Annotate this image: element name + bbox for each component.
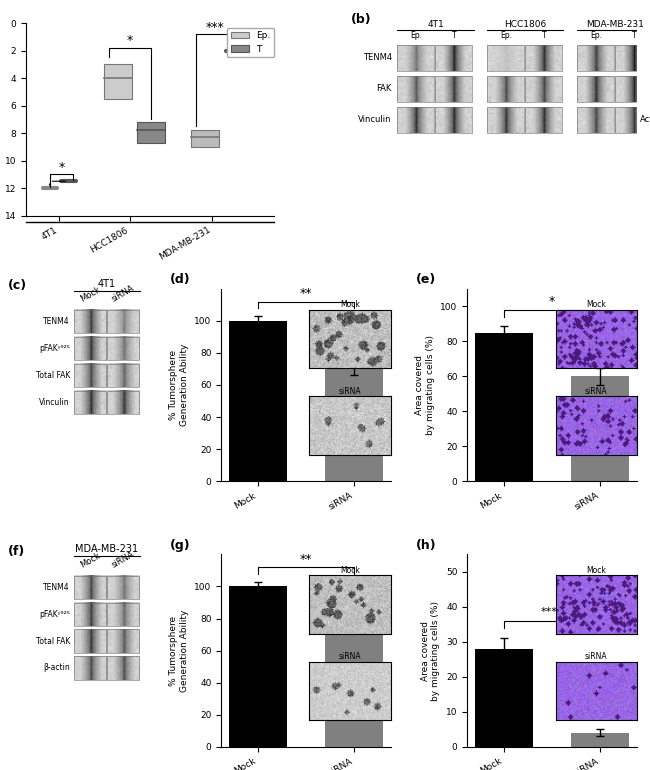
Bar <box>73 390 105 414</box>
Text: siRNA: siRNA <box>111 550 136 570</box>
Text: siRNA: siRNA <box>111 284 136 304</box>
Bar <box>436 76 472 102</box>
Text: (b): (b) <box>351 14 372 26</box>
Bar <box>397 45 434 72</box>
Text: ***: *** <box>205 21 224 34</box>
Bar <box>73 310 105 333</box>
Bar <box>436 45 472 72</box>
Text: Vinculin: Vinculin <box>40 398 70 407</box>
Bar <box>577 107 614 133</box>
Text: T: T <box>542 32 547 40</box>
Bar <box>107 364 139 387</box>
Text: (f): (f) <box>8 545 25 557</box>
Text: MDA-MB-231: MDA-MB-231 <box>586 20 644 28</box>
Bar <box>571 377 629 481</box>
Text: MDA-MB-231: MDA-MB-231 <box>75 544 138 554</box>
Text: *: * <box>127 35 133 48</box>
Text: ****: **** <box>541 608 564 618</box>
Text: **: ** <box>300 287 312 300</box>
Bar <box>397 76 434 102</box>
Legend: Ep., T: Ep., T <box>227 28 274 57</box>
Text: Mock: Mock <box>79 551 102 570</box>
Text: Total FAK: Total FAK <box>36 637 70 645</box>
Y-axis label: Area covered
by migrating cells (%): Area covered by migrating cells (%) <box>421 601 441 701</box>
Bar <box>525 45 562 72</box>
Text: FAK: FAK <box>376 84 392 93</box>
Bar <box>107 629 139 652</box>
Y-axis label: % Tumorsphere
Generation Ability: % Tumorsphere Generation Ability <box>169 344 188 426</box>
Text: β-actin: β-actin <box>43 664 70 672</box>
Text: HCC1806: HCC1806 <box>504 20 547 28</box>
Text: TENM4: TENM4 <box>363 53 392 62</box>
Text: *: * <box>58 161 64 174</box>
Text: (d): (d) <box>170 273 191 286</box>
Bar <box>436 107 472 133</box>
Text: T: T <box>452 32 457 40</box>
Text: T: T <box>632 32 636 40</box>
Bar <box>571 733 629 747</box>
Bar <box>615 76 650 102</box>
Text: pFAKʸ⁹²⁵: pFAKʸ⁹²⁵ <box>39 344 70 353</box>
Bar <box>107 602 139 625</box>
Y-axis label: % Tumorsphere
Generation Ability: % Tumorsphere Generation Ability <box>169 610 188 691</box>
Bar <box>577 76 614 102</box>
Bar <box>73 576 105 599</box>
Text: Ep.: Ep. <box>500 32 512 40</box>
Bar <box>525 107 562 133</box>
Text: (h): (h) <box>417 539 437 552</box>
Text: (g): (g) <box>170 539 191 552</box>
Bar <box>397 107 434 133</box>
Bar <box>475 649 533 747</box>
Bar <box>615 107 650 133</box>
Text: Mock: Mock <box>79 286 102 304</box>
Text: Vinculin: Vinculin <box>358 115 392 124</box>
Bar <box>615 45 650 72</box>
Bar <box>73 602 105 625</box>
Text: Total FAK: Total FAK <box>36 371 70 380</box>
Bar <box>137 122 165 142</box>
Bar <box>488 107 524 133</box>
Text: 4T1: 4T1 <box>98 279 116 289</box>
Bar <box>326 618 383 747</box>
Bar <box>577 45 614 72</box>
Text: Ep.: Ep. <box>410 32 422 40</box>
Text: (c): (c) <box>8 280 27 292</box>
Bar <box>475 333 533 481</box>
Bar <box>73 364 105 387</box>
Text: TENM4: TENM4 <box>44 317 70 326</box>
Bar <box>229 587 287 747</box>
Bar <box>107 337 139 360</box>
Bar <box>73 629 105 652</box>
Bar <box>73 656 105 679</box>
Text: **: ** <box>300 553 312 566</box>
Text: 4T1: 4T1 <box>427 20 444 28</box>
Text: *: * <box>549 295 555 308</box>
Bar <box>525 76 562 102</box>
Bar <box>229 321 287 481</box>
Bar <box>104 65 132 99</box>
Bar <box>326 369 383 481</box>
Bar <box>107 390 139 414</box>
Bar <box>488 76 524 102</box>
Bar <box>191 130 220 147</box>
Bar <box>107 576 139 599</box>
Text: pFAKʸ⁹²⁵: pFAKʸ⁹²⁵ <box>39 610 70 618</box>
Bar <box>107 310 139 333</box>
Bar <box>107 656 139 679</box>
Text: Ep.: Ep. <box>590 32 602 40</box>
Text: TENM4: TENM4 <box>44 583 70 591</box>
Text: (e): (e) <box>417 273 437 286</box>
Text: Actin: Actin <box>640 115 650 124</box>
Y-axis label: Area covered
by migrating cells (%): Area covered by migrating cells (%) <box>415 335 435 435</box>
Bar <box>488 45 524 72</box>
Bar <box>73 337 105 360</box>
